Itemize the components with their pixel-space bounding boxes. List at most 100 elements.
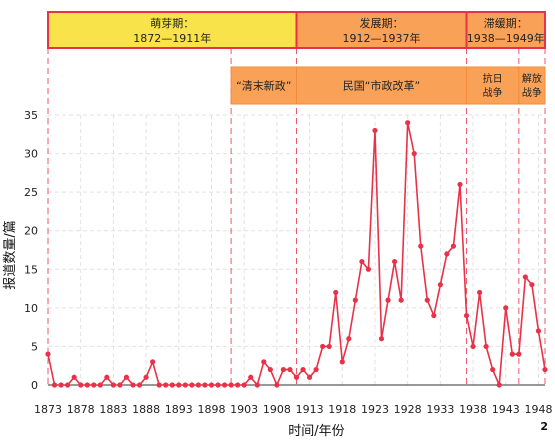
data-point [450, 243, 457, 249]
data-point [117, 382, 123, 388]
y-tick-label: 25 [24, 186, 38, 199]
data-point [391, 258, 398, 265]
data-point [241, 382, 247, 388]
data-point [163, 382, 169, 388]
data-point [130, 382, 136, 388]
data-point [202, 382, 208, 388]
data-point [169, 382, 175, 388]
data-point [522, 274, 528, 280]
x-tick-label: 1948 [524, 403, 552, 416]
subperiod-label: “清末新政” [236, 79, 291, 93]
data-point [385, 297, 391, 303]
y-tick-label: 10 [24, 302, 38, 315]
data-point [496, 382, 502, 388]
y-tick-label: 0 [31, 379, 38, 392]
data-point [418, 243, 424, 249]
data-point [346, 336, 352, 342]
data-point [84, 382, 90, 388]
data-point [78, 382, 84, 388]
data-point [110, 382, 116, 388]
data-point [457, 181, 463, 188]
data-point [516, 351, 522, 357]
data-point [365, 266, 372, 272]
data-point [235, 382, 241, 388]
subperiod-band [518, 66, 546, 105]
data-point [287, 366, 293, 373]
data-point [274, 382, 280, 388]
subperiod-band [296, 66, 468, 105]
subperiod-label: 民国“市政改革” [343, 79, 420, 93]
x-tick-label: 1938 [459, 403, 487, 416]
data-point [228, 382, 234, 388]
data-point [437, 282, 443, 288]
period-band [465, 11, 546, 49]
period-title: 萌芽期： [150, 16, 194, 30]
data-point [123, 374, 130, 380]
y-tick-label: 5 [31, 340, 38, 353]
data-point [529, 282, 535, 288]
data-point [431, 312, 437, 319]
x-tick-label: 1908 [263, 403, 291, 416]
data-point [313, 366, 319, 373]
data-point [51, 382, 58, 388]
data-point [280, 366, 287, 373]
data-point [189, 382, 195, 388]
x-axis-title: 时间/年份 [288, 424, 344, 439]
period-band [47, 11, 298, 49]
data-point [398, 297, 404, 303]
subperiod-band [466, 66, 520, 105]
x-tick-label: 1928 [394, 403, 422, 416]
data-point [411, 150, 417, 157]
data-point [339, 359, 345, 365]
subperiod-label: 战争 [522, 86, 542, 99]
subperiod-label: 抗日 [483, 72, 503, 85]
data-point [333, 289, 339, 296]
data-point [91, 382, 97, 388]
x-tick-label: 1913 [296, 403, 324, 416]
page-number: 2 [540, 420, 548, 433]
data-point [424, 297, 430, 303]
data-point [477, 289, 483, 296]
period-range: 1912—1937年 [343, 31, 421, 45]
data-point [71, 374, 77, 380]
data-point [444, 251, 450, 257]
data-point [320, 343, 326, 350]
x-tick-label: 1903 [230, 403, 258, 416]
data-point [221, 382, 228, 388]
x-tick-label: 1878 [67, 403, 95, 416]
data-point [208, 382, 215, 388]
data-point [293, 374, 300, 380]
data-point [405, 120, 411, 126]
data-point [300, 366, 306, 373]
y-tick-label: 20 [24, 225, 38, 238]
data-point [215, 382, 221, 388]
data-point [150, 359, 156, 365]
data-point [378, 336, 385, 342]
data-point [104, 374, 110, 380]
subperiod-label: 战争 [483, 86, 503, 99]
data-point [509, 351, 515, 357]
period-range: 1872—1911年 [133, 31, 211, 45]
period-title: 发展期： [360, 16, 404, 30]
x-tick-label: 1933 [426, 403, 454, 416]
data-point [143, 374, 149, 380]
data-point [372, 127, 378, 134]
data-point [136, 382, 143, 388]
data-point [176, 382, 182, 388]
x-tick-label: 1943 [492, 403, 520, 416]
data-point [97, 382, 103, 388]
x-tick-label: 1888 [132, 403, 160, 416]
data-point [182, 382, 188, 388]
y-tick-label: 35 [24, 109, 38, 122]
data-point [326, 343, 332, 350]
data-point [267, 366, 273, 373]
subperiod-label: 解放 [522, 72, 542, 85]
data-point [58, 382, 64, 388]
x-tick-label: 1883 [99, 403, 127, 416]
data-point [254, 382, 260, 388]
x-tick-label: 1898 [197, 403, 225, 416]
data-point [261, 359, 267, 365]
data-point [535, 328, 542, 334]
y-tick-label: 15 [24, 263, 38, 276]
data-point [248, 374, 254, 380]
